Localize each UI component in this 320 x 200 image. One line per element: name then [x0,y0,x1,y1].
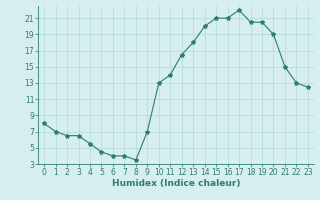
X-axis label: Humidex (Indice chaleur): Humidex (Indice chaleur) [112,179,240,188]
